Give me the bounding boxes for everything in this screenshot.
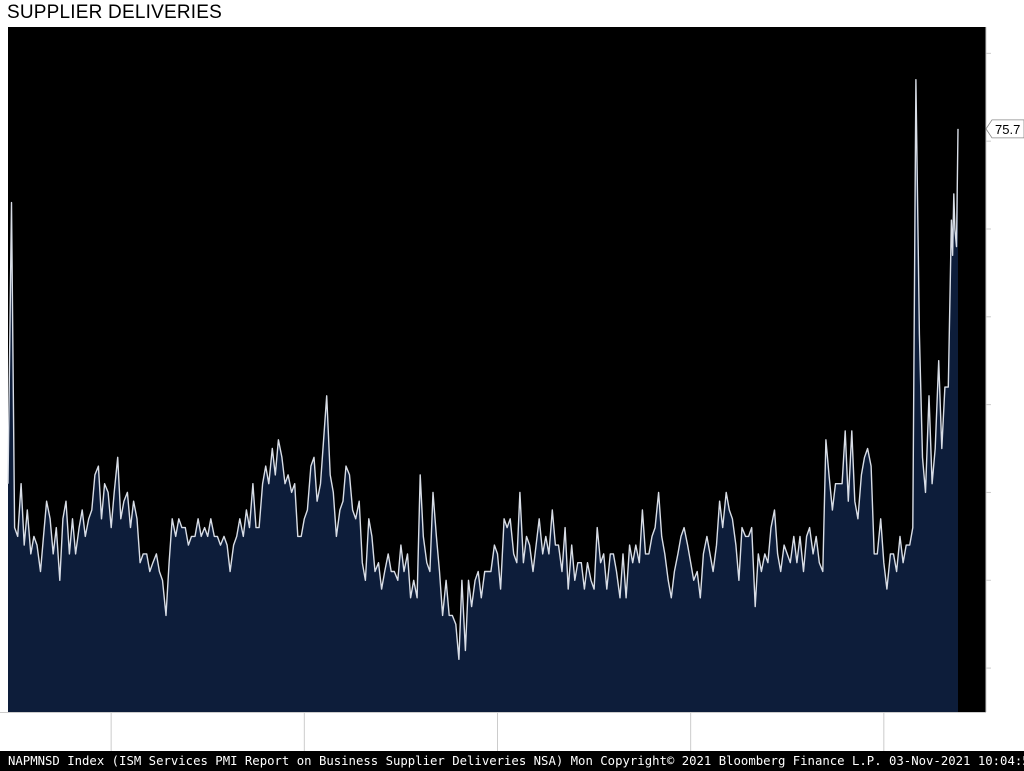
- y-tick-label: 55: [994, 485, 1008, 500]
- y-tick-label: 65: [994, 310, 1008, 325]
- series-line: [7, 79, 959, 660]
- x-tick-label: 2005-2009: [370, 733, 432, 748]
- footer-source: NAPMNSD Index (ISM Services PMI Report o…: [0, 751, 1024, 771]
- y-tick-label: 60: [994, 398, 1008, 413]
- y-tick-label: 45: [994, 661, 1008, 676]
- last-value-tag: 75.7: [985, 119, 1024, 139]
- chart-title: SUPPLIER DELIVERIES: [7, 2, 222, 23]
- series-area: [8, 79, 958, 712]
- x-tick-label: 1997-1999: [22, 733, 84, 748]
- x-tick-label: 2015-2019: [756, 733, 818, 748]
- y-tick-label: 70: [994, 222, 1008, 237]
- x-tick-label: 2010-2014: [563, 733, 625, 748]
- last-value-label: 75.7: [995, 122, 1020, 137]
- y-tick-label: 80: [994, 46, 1008, 61]
- x-tick-label: 2020-2024: [940, 733, 1002, 748]
- x-axis: 1997-1999 2000-2004 2005-2009 2010-2014 2015…: [0, 712, 1002, 751]
- x-tick-label: 2000-2004: [177, 733, 239, 748]
- y-tick-label: 50: [994, 573, 1008, 588]
